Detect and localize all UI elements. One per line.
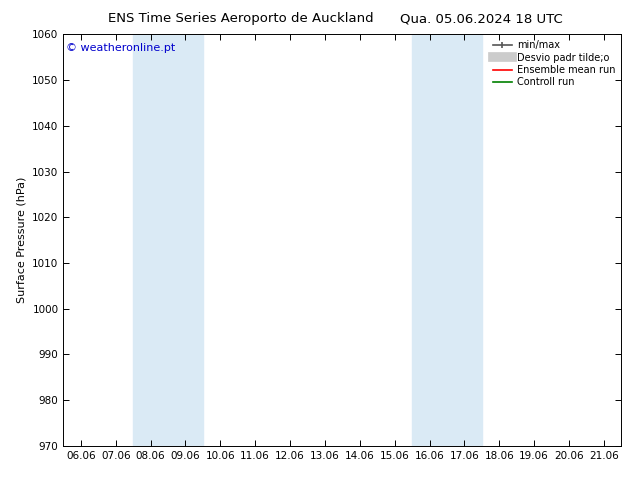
- Bar: [133, 34, 203, 446]
- Text: © weatheronline.pt: © weatheronline.pt: [66, 43, 176, 52]
- Text: Qua. 05.06.2024 18 UTC: Qua. 05.06.2024 18 UTC: [401, 12, 563, 25]
- Bar: [412, 34, 482, 446]
- Y-axis label: Surface Pressure (hPa): Surface Pressure (hPa): [16, 177, 27, 303]
- Legend: min/max, Desvio padr tilde;o, Ensemble mean run, Controll run: min/max, Desvio padr tilde;o, Ensemble m…: [489, 37, 618, 90]
- Text: ENS Time Series Aeroporto de Auckland: ENS Time Series Aeroporto de Auckland: [108, 12, 373, 25]
